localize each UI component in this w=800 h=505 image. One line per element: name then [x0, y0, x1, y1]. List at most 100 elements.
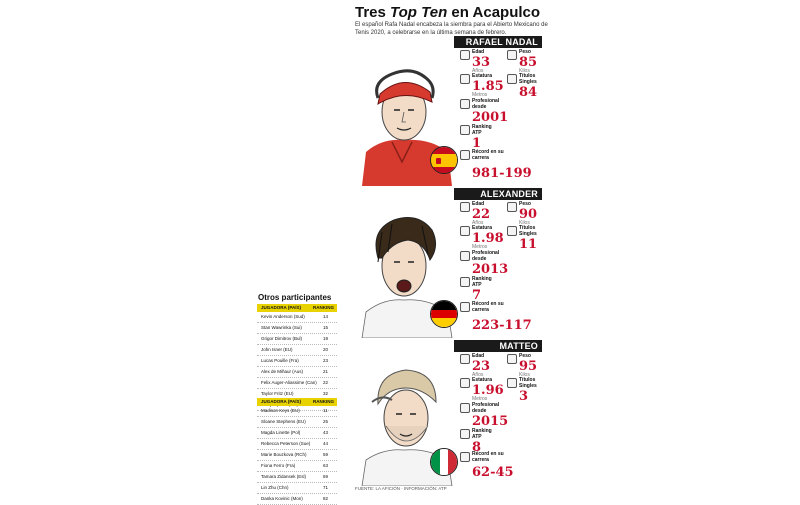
table-row: Magda Linette (Pol) 43	[257, 428, 337, 439]
cake-icon	[460, 50, 470, 60]
table-row: Sloane Stephens (EU) 25	[257, 417, 337, 428]
row-player: Madison Keys (EU)	[261, 408, 300, 413]
row-player: Lin Zhu (Chn)	[261, 485, 289, 490]
flag-italy-icon	[430, 448, 458, 476]
trophy-icon	[507, 378, 517, 388]
medal-icon	[460, 452, 470, 462]
row-rank: 69	[323, 474, 329, 479]
stat-label: Ranking ATP	[472, 124, 492, 136]
stat-label: Títulos Singles	[519, 225, 537, 237]
table-header: JUGADORA (PAÍS) RANKING	[257, 398, 337, 406]
row-rank: 15	[323, 325, 329, 330]
stat-label: Récord en su carrera	[472, 451, 504, 463]
stat-unit: Kilos	[519, 220, 530, 226]
stat-label: Profesional desde	[472, 250, 500, 262]
stat-value: 7	[472, 288, 482, 303]
row-player: Sloane Stephens (EU)	[261, 419, 306, 424]
stat-label: Edad	[472, 353, 485, 359]
height-icon	[460, 226, 470, 236]
table-row: Alex de Miñaur (Aus) 21	[257, 367, 337, 378]
row-rank: 43	[323, 430, 329, 435]
row-player: John Isner (EU)	[261, 347, 293, 352]
col-rank: RANKING	[313, 399, 334, 404]
stat-label: Récord en su carrera	[472, 301, 504, 313]
row-player: Fiona Ferro (Fra)	[261, 463, 296, 468]
row-rank: 82	[323, 496, 329, 501]
stat-value: 1.98	[472, 231, 504, 246]
row-player: Taylor Fritz (EU)	[261, 391, 294, 396]
col-player: JUGADORA (PAÍS)	[261, 305, 302, 310]
stat-label: Peso	[519, 49, 531, 55]
intro-text: El español Rafa Nadal encabeza la siembr…	[355, 22, 548, 36]
stat-value: 90	[519, 207, 538, 222]
stat-label: Profesional desde	[472, 402, 500, 414]
stat-value: 2015	[472, 414, 509, 429]
row-player: Marie Bouzkova (RCh)	[261, 452, 307, 457]
row-player: Rebecca Peterson (Sue)	[261, 441, 311, 446]
page-title: Tres Top Ten en Acapulco	[355, 4, 540, 21]
table-row: Tamara Zidansek (Esl) 69	[257, 472, 337, 483]
stat-unit: Metros	[472, 92, 488, 98]
cake-icon	[460, 202, 470, 212]
stat-unit: Metros	[472, 244, 488, 250]
row-player: Alex de Miñaur (Aus)	[261, 369, 304, 374]
stat-value: 1.85	[472, 79, 504, 94]
stat-value: 33	[472, 55, 491, 70]
stat-value: 11	[519, 237, 538, 252]
scale-icon	[507, 354, 517, 364]
table-header: JUGADORA (PAÍS) RANKING	[257, 304, 337, 312]
table-row: Stan Wawrinka (Sui) 15	[257, 323, 337, 334]
player-portrait	[361, 217, 453, 338]
row-player: Tamara Zidansek (Esl)	[261, 474, 307, 479]
stat-label: Ranking ATP	[472, 428, 492, 440]
source-credit: FUENTE: LA AFICIÓN · INFORMACIÓN: ATP	[355, 486, 447, 491]
racket-icon	[460, 403, 470, 413]
stat-value: 2001	[472, 110, 509, 125]
table-row: Grigor Dimitrov (Bul) 19	[257, 334, 337, 345]
row-player: Magda Linette (Pol)	[261, 430, 301, 435]
player-card-nadal: RAFAEL NADAL Edad 33 Años Peso 85 Kilos …	[352, 36, 542, 186]
stat-unit: Metros	[472, 396, 488, 402]
table-row: Lucas Pouille (Fra) 23	[257, 356, 337, 367]
row-player: Felix Auger-Aliassime (Can)	[261, 380, 317, 385]
stat-value: 22	[472, 207, 491, 222]
racket-icon	[460, 99, 470, 109]
stat-label: Peso	[519, 353, 531, 359]
stat-value: 95	[519, 359, 538, 374]
stat-value: 84	[519, 85, 538, 100]
col-player: JUGADORA (PAÍS)	[261, 399, 302, 404]
stat-value: 3	[519, 389, 529, 404]
stat-unit: Años	[472, 68, 484, 74]
stat-value: 981-199	[472, 166, 532, 181]
stat-label: Récord en su carrera	[472, 149, 504, 161]
trophy-icon	[507, 226, 517, 236]
stat-label: Títulos Singles	[519, 377, 537, 389]
scale-icon	[507, 50, 517, 60]
row-rank: 63	[323, 463, 329, 468]
stat-unit: Kilos	[519, 68, 530, 74]
player-portrait	[362, 69, 452, 186]
stat-value: 2013	[472, 262, 509, 277]
otros-title: Otros participantes	[258, 293, 332, 302]
stat-label: Edad	[472, 49, 485, 55]
stat-unit: Kilos	[519, 372, 530, 378]
player-name: MATTEO BERRETTINI	[454, 340, 542, 363]
medal-icon	[460, 150, 470, 160]
table-row: Felix Auger-Aliassime (Can) 22	[257, 378, 337, 389]
stat-value: 62-45	[472, 465, 514, 480]
title-suffix: en Acapulco	[447, 4, 541, 21]
row-rank: 44	[323, 441, 329, 446]
stat-value: 23	[472, 359, 491, 374]
podium-icon	[460, 125, 470, 135]
row-player: Lucas Pouille (Fra)	[261, 358, 299, 363]
stat-value: 85	[519, 55, 538, 70]
title-prefix: Tres	[355, 4, 391, 21]
stat-label: Profesional desde	[472, 98, 500, 110]
row-player: Grigor Dimitrov (Bul)	[261, 336, 303, 341]
row-rank: 23	[323, 358, 329, 363]
player-name: ALEXANDER ZVEREV	[454, 188, 542, 211]
scale-icon	[507, 202, 517, 212]
row-rank: 19	[323, 336, 329, 341]
row-rank: 20	[323, 347, 329, 352]
height-icon	[460, 378, 470, 388]
